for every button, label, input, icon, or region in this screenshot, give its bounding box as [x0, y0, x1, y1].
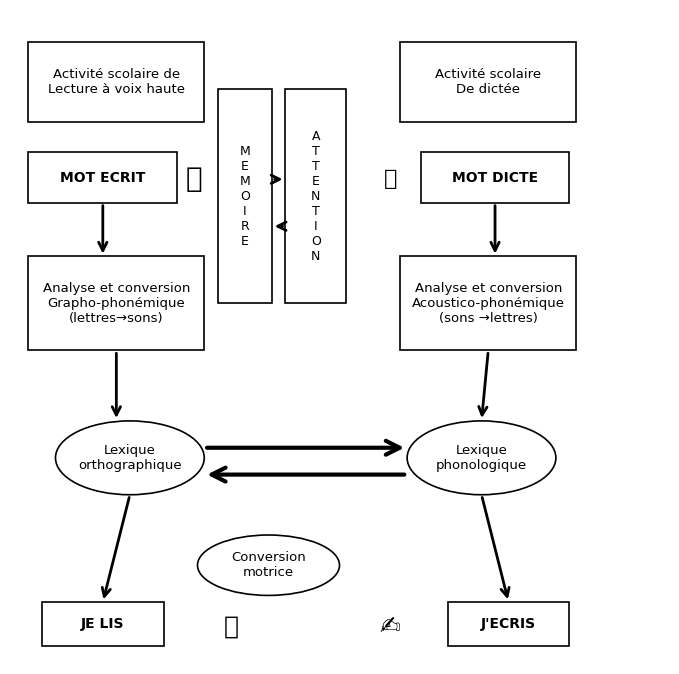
FancyBboxPatch shape: [285, 89, 346, 303]
Text: Activité scolaire de
Lecture à voix haute: Activité scolaire de Lecture à voix haut…: [48, 68, 185, 96]
FancyBboxPatch shape: [421, 152, 570, 203]
Ellipse shape: [407, 421, 556, 495]
Text: 👄: 👄: [224, 615, 239, 639]
Text: Lexique
orthographique: Lexique orthographique: [78, 443, 182, 472]
FancyBboxPatch shape: [29, 256, 204, 350]
Text: Lexique
phonologique: Lexique phonologique: [436, 443, 527, 472]
FancyBboxPatch shape: [42, 602, 164, 646]
FancyBboxPatch shape: [447, 602, 570, 646]
Text: MOT ECRIT: MOT ECRIT: [60, 171, 145, 185]
Text: Analyse et conversion
Acoustico-phonémique
(sons →lettres): Analyse et conversion Acoustico-phonémiq…: [411, 282, 565, 325]
Text: 👂: 👂: [384, 169, 397, 189]
FancyBboxPatch shape: [218, 89, 272, 303]
Text: Analyse et conversion
Grapho-phonémique
(lettres→sons): Analyse et conversion Grapho-phonémique …: [43, 282, 190, 325]
FancyBboxPatch shape: [29, 152, 177, 203]
Text: MOT DICTE: MOT DICTE: [452, 171, 538, 185]
Text: Conversion
motrice: Conversion motrice: [231, 551, 306, 579]
FancyBboxPatch shape: [401, 256, 576, 350]
Text: 👁: 👁: [186, 165, 202, 193]
Text: A
T
T
E
N
T
I
O
N: A T T E N T I O N: [311, 129, 320, 263]
Text: M
E
M
O
I
R
E: M E M O I R E: [240, 144, 250, 247]
Text: Activité scolaire
De dictée: Activité scolaire De dictée: [435, 68, 541, 96]
FancyBboxPatch shape: [29, 42, 204, 122]
FancyBboxPatch shape: [401, 42, 576, 122]
Text: JE LIS: JE LIS: [81, 617, 124, 631]
Ellipse shape: [56, 421, 204, 495]
Text: ✍: ✍: [380, 615, 401, 639]
Text: J'ECRIS: J'ECRIS: [481, 617, 536, 631]
Ellipse shape: [198, 535, 340, 595]
